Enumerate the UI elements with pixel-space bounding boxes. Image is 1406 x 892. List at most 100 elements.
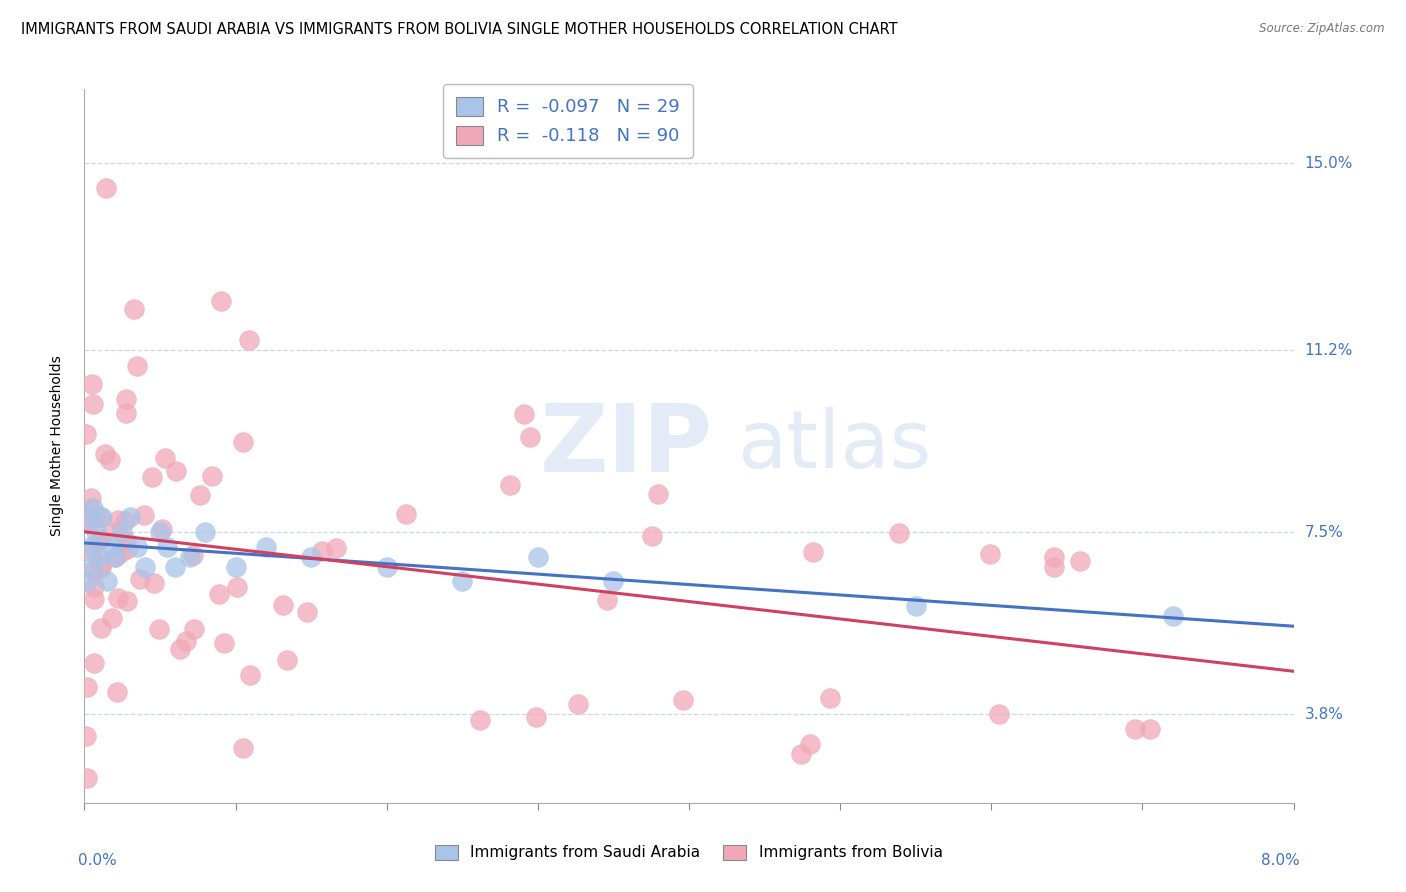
- Point: [1139, 722, 1161, 736]
- Point: [790, 747, 813, 761]
- Point: [887, 526, 910, 541]
- Point: [90, 558, 112, 572]
- Point: [499, 478, 522, 492]
- Point: [107, 513, 129, 527]
- Text: atlas: atlas: [737, 407, 932, 485]
- Text: 3.8%: 3.8%: [1305, 706, 1344, 722]
- Point: [100, 524, 122, 539]
- Point: [117, 594, 139, 608]
- Point: [76, 680, 98, 694]
- Point: [83, 580, 105, 594]
- Point: [114, 514, 136, 528]
- Point: [152, 522, 174, 536]
- Point: [165, 464, 187, 478]
- Point: [90, 560, 112, 574]
- Point: [188, 488, 211, 502]
- Point: [226, 581, 249, 595]
- Point: [799, 737, 821, 751]
- Point: [470, 714, 492, 728]
- Point: [299, 549, 322, 564]
- Point: [129, 573, 152, 587]
- Point: [818, 690, 841, 705]
- Point: [276, 653, 298, 667]
- Point: [127, 540, 149, 554]
- Point: [254, 540, 277, 554]
- Point: [76, 516, 98, 530]
- Point: [118, 510, 141, 524]
- Point: [148, 623, 170, 637]
- Point: [111, 525, 134, 540]
- Point: [76, 574, 98, 589]
- Point: [94, 447, 117, 461]
- Point: [395, 507, 418, 521]
- Point: [101, 611, 124, 625]
- Point: [1043, 549, 1066, 564]
- Point: [143, 575, 166, 590]
- Point: [672, 693, 695, 707]
- Point: [1043, 560, 1066, 574]
- Point: [89, 532, 111, 546]
- Point: [194, 525, 217, 540]
- Point: [94, 180, 117, 194]
- Point: [165, 559, 187, 574]
- Point: [115, 542, 138, 557]
- Point: [83, 656, 105, 670]
- Point: [169, 641, 191, 656]
- Point: [122, 302, 145, 317]
- Point: [89, 509, 111, 524]
- Text: 0.0%: 0.0%: [79, 853, 117, 868]
- Point: [89, 549, 111, 564]
- Point: [232, 741, 254, 756]
- Point: [77, 501, 100, 516]
- Point: [602, 574, 624, 589]
- Text: 8.0%: 8.0%: [1261, 853, 1299, 868]
- Text: IMMIGRANTS FROM SAUDI ARABIA VS IMMIGRANTS FROM BOLIVIA SINGLE MOTHER HOUSEHOLDS: IMMIGRANTS FROM SAUDI ARABIA VS IMMIGRAN…: [21, 22, 897, 37]
- Text: ZIP: ZIP: [540, 400, 713, 492]
- Point: [512, 407, 534, 421]
- Point: [271, 598, 294, 612]
- Point: [86, 525, 108, 540]
- Point: [212, 636, 235, 650]
- Text: 7.5%: 7.5%: [1305, 524, 1343, 540]
- Point: [527, 549, 550, 564]
- Point: [114, 392, 136, 407]
- Y-axis label: Single Mother Households: Single Mother Households: [49, 356, 63, 536]
- Point: [82, 564, 104, 578]
- Point: [641, 529, 664, 543]
- Point: [1161, 608, 1184, 623]
- Point: [451, 574, 474, 589]
- Point: [100, 540, 122, 554]
- Point: [125, 359, 148, 373]
- Point: [239, 667, 262, 681]
- Point: [82, 397, 104, 411]
- Point: [80, 559, 103, 574]
- Point: [90, 621, 112, 635]
- Point: [156, 540, 179, 554]
- Text: 15.0%: 15.0%: [1305, 155, 1353, 170]
- Point: [132, 508, 155, 522]
- Point: [311, 543, 333, 558]
- Point: [519, 430, 541, 444]
- Point: [98, 452, 121, 467]
- Point: [104, 549, 127, 564]
- Point: [208, 587, 231, 601]
- Point: [155, 451, 177, 466]
- Point: [596, 592, 619, 607]
- Point: [325, 541, 347, 555]
- Point: [979, 547, 1001, 561]
- Point: [238, 334, 260, 348]
- Point: [200, 468, 222, 483]
- Point: [76, 771, 98, 785]
- Point: [297, 605, 319, 619]
- Point: [134, 559, 156, 574]
- Point: [87, 535, 110, 549]
- Point: [80, 377, 103, 392]
- Point: [104, 549, 127, 564]
- Point: [181, 548, 204, 562]
- Point: [183, 622, 205, 636]
- Point: [82, 500, 104, 515]
- Point: [91, 510, 114, 524]
- Point: [77, 510, 100, 524]
- Point: [524, 710, 547, 724]
- Point: [80, 491, 103, 505]
